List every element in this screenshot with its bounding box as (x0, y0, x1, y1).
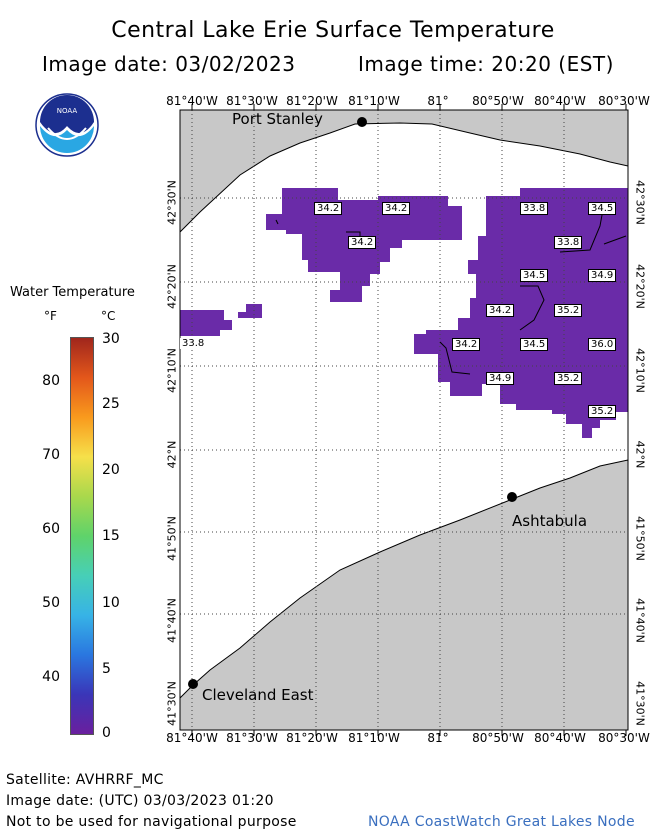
cleveland-east-marker (188, 679, 198, 689)
legend-c-label: 5 (102, 661, 111, 677)
lon-label-bottom: 80°40'W (534, 731, 586, 745)
temp-value: 35.2 (554, 304, 583, 317)
temp-value: 33.8 (180, 338, 207, 349)
legend-unit-f: °F (44, 309, 57, 323)
lon-label-bottom: 80°50'W (472, 731, 524, 745)
lon-label-bottom: 80°30'W (598, 731, 650, 745)
footer-utc-date: Image date: (UTC) 03/03/2023 01:20 (6, 793, 274, 809)
legend-c-label: 15 (102, 528, 120, 544)
lon-label-top: 81°40'W (166, 94, 218, 108)
temp-value: 35.2 (554, 372, 583, 385)
lon-label-top: 81°10'W (348, 94, 400, 108)
temp-value: 35.2 (588, 405, 617, 418)
temp-value: 34.2 (314, 202, 343, 215)
legend-c-label: 25 (102, 396, 120, 412)
frame-ticks (191, 104, 627, 736)
temperature-colorbar (70, 337, 94, 735)
noaa-logo: NOAA (34, 92, 100, 158)
legend-title: Water Temperature (10, 285, 135, 300)
lon-label-top: 80°40'W (534, 94, 586, 108)
image-time: Image time: 20:20 (EST) (358, 52, 614, 76)
temp-value: 34.5 (520, 338, 549, 351)
footer-disclaimer: Not to be used for navigational purpose (6, 814, 297, 830)
temp-value: 34.2 (382, 202, 411, 215)
lon-label-bottom: 81°10'W (348, 731, 400, 745)
lon-label-top: 80°30'W (598, 94, 650, 108)
legend-f-label: 40 (42, 669, 60, 685)
lat-lon-grid (180, 110, 628, 730)
port-stanley-marker (357, 117, 367, 127)
logo-text: NOAA (57, 107, 78, 115)
legend-unit-c: °C (101, 309, 116, 323)
lon-label-top: 81°30'W (226, 94, 278, 108)
lon-label-top: 81° (427, 94, 449, 108)
legend-c-label: 30 (102, 331, 120, 347)
cleveland-east-label: Cleveland East (202, 686, 314, 704)
lon-label-bottom: 81°20'W (286, 731, 338, 745)
temp-value: 34.5 (520, 269, 549, 282)
lon-label-top: 80°50'W (472, 94, 524, 108)
temp-value: 34.9 (588, 269, 617, 282)
legend-f-label: 60 (42, 521, 60, 537)
temp-value: 34.9 (486, 372, 515, 385)
legend-c-label: 0 (102, 725, 111, 741)
temp-value: 36.0 (588, 338, 617, 351)
map-frame (179, 109, 629, 731)
footer-node-link[interactable]: NOAA CoastWatch Great Lakes Node (368, 814, 635, 830)
legend-f-label: 50 (42, 595, 60, 611)
temp-value: 34.2 (452, 338, 481, 351)
map-title: Central Lake Erie Surface Temperature (111, 18, 555, 43)
ashtabula-marker (507, 492, 517, 502)
temp-value: 34.2 (348, 236, 377, 249)
image-date: Image date: 03/02/2023 (42, 52, 296, 76)
north-shore-land (179, 109, 629, 234)
footer-satellite: Satellite: AVHRRF_MC (6, 772, 164, 788)
temp-value: 33.8 (520, 202, 549, 215)
legend-f-label: 80 (42, 373, 60, 389)
port-stanley-label: Port Stanley (232, 110, 323, 128)
temp-value: 34.2 (486, 304, 515, 317)
lon-label-top: 81°20'W (286, 94, 338, 108)
legend-f-label: 70 (42, 447, 60, 463)
lon-label-bottom: 81°40'W (166, 731, 218, 745)
contour-lines (275, 203, 627, 375)
ashtabula-label: Ashtabula (512, 512, 588, 530)
lon-label-bottom: 81° (427, 731, 449, 745)
temp-value: 33.8 (554, 236, 583, 249)
lon-label-bottom: 81°30'W (226, 731, 278, 745)
legend-c-label: 20 (102, 462, 120, 478)
temp-value: 34.5 (588, 202, 617, 215)
legend-c-label: 10 (102, 595, 120, 611)
south-shore-land (179, 459, 629, 731)
